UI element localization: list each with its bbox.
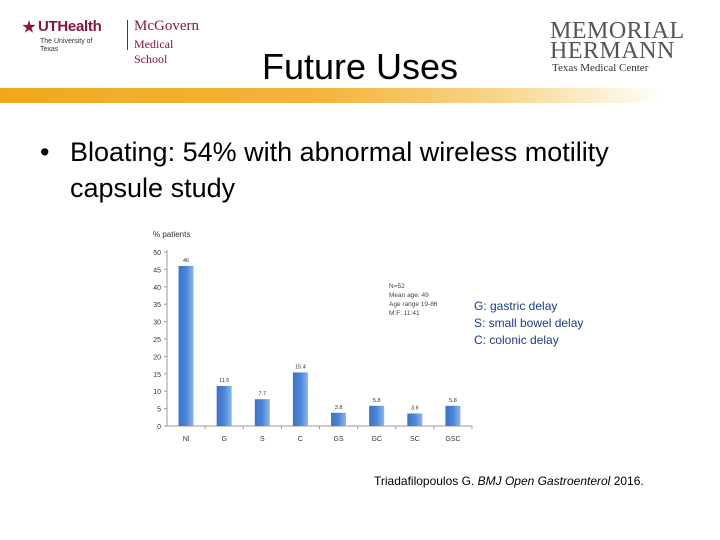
bar-sc	[407, 413, 423, 426]
citation-year: 2016.	[613, 474, 644, 488]
y-tick-label: 25	[153, 337, 161, 344]
memorial-wordmark: MEMORIAL	[550, 18, 685, 44]
uthealth-wordmark: UTHealth	[38, 18, 102, 35]
uthealth-mcgovern-logo: UTHealth The University of Texas McGover…	[22, 18, 199, 66]
bar-gc	[369, 405, 385, 426]
chart-annotation-line: Age range 19-86	[389, 301, 438, 308]
legend-line-colonic: C: colonic delay	[474, 333, 559, 347]
chart-annotation-line: M:F: 11:41	[389, 310, 420, 317]
citation: Triadafilopoulos G. BMJ Open Gastroenter…	[374, 474, 644, 488]
chart-annotation-line: N=52	[389, 283, 405, 290]
bar-g	[216, 385, 232, 426]
bar-value-label: 3.6	[411, 405, 419, 411]
y-tick-label: 40	[153, 285, 161, 292]
y-tick-label: 0	[157, 424, 161, 431]
y-tick-label: 20	[153, 354, 161, 361]
x-tick-label: C	[298, 436, 303, 443]
citation-authors: Triadafilopoulos G.	[374, 474, 475, 488]
texas-medical-center-wordmark: Texas Medical Center	[552, 62, 649, 74]
y-tick-label: 5	[157, 407, 161, 414]
uthealth-star-icon	[22, 20, 36, 33]
bar-value-label: 15.4	[295, 364, 306, 370]
y-tick-label: 10	[153, 389, 161, 396]
citation-journal: BMJ Open Gastroenterol	[477, 474, 611, 488]
memorial-hermann-logo: MEMORIAL HERMANN Texas Medical Center	[550, 19, 684, 74]
logo-divider	[127, 20, 128, 50]
bar-chart: % patients 0 5 10 15 20 25 30 35 40 45 50 46 Nl 11.5 G 7…	[153, 230, 473, 443]
hermann-wordmark: HERMANN	[550, 38, 675, 64]
bullet-text: Bloating: 54% with abnormal wireless mot…	[70, 137, 609, 203]
x-tick-label: GS	[334, 436, 344, 443]
x-tick-label: GSC	[445, 436, 460, 443]
bar-value-label: 5.8	[373, 398, 381, 404]
title-underline-stripe	[0, 88, 720, 103]
bar-value-label: 7.7	[258, 391, 266, 397]
bar-value-label: 11.5	[219, 378, 229, 384]
legend-line-small-bowel: S: small bowel delay	[474, 316, 584, 330]
bar-value-label: 3.8	[335, 405, 343, 411]
chart-annotation-line: Mean age: 49	[389, 292, 429, 299]
bullet-dot: •	[40, 137, 50, 167]
x-tick-label: SC	[410, 436, 420, 443]
chart-legend: G: gastric delay S: small bowel delay C:…	[474, 298, 583, 349]
uthealth-subtitle: The University of Texas	[40, 38, 93, 53]
bar-s	[254, 399, 270, 426]
y-axis-label: % patients	[153, 230, 190, 239]
y-tick-label: 45	[153, 267, 161, 274]
x-tick-label: G	[221, 436, 226, 443]
bar-c	[292, 372, 308, 426]
bar-gsc	[445, 405, 461, 426]
y-tick-label: 30	[153, 320, 161, 327]
y-tick-label: 50	[153, 250, 161, 257]
bar-value-label: 46	[183, 258, 189, 264]
slide-title: Future Uses	[261, 46, 459, 87]
mcgovern-wordmark: McGovern	[134, 18, 199, 34]
medical-school-wordmark: Medical School	[134, 37, 174, 66]
bar-nl	[178, 265, 194, 426]
bar-gs	[331, 412, 347, 426]
y-tick-label: 15	[153, 372, 161, 379]
x-tick-label: Nl	[183, 436, 190, 443]
y-tick-label: 35	[153, 302, 161, 309]
legend-line-gastric: G: gastric delay	[474, 299, 558, 313]
x-tick-label: GC	[371, 436, 382, 443]
bar-value-label: 5.8	[449, 398, 457, 404]
x-tick-label: S	[260, 436, 265, 443]
